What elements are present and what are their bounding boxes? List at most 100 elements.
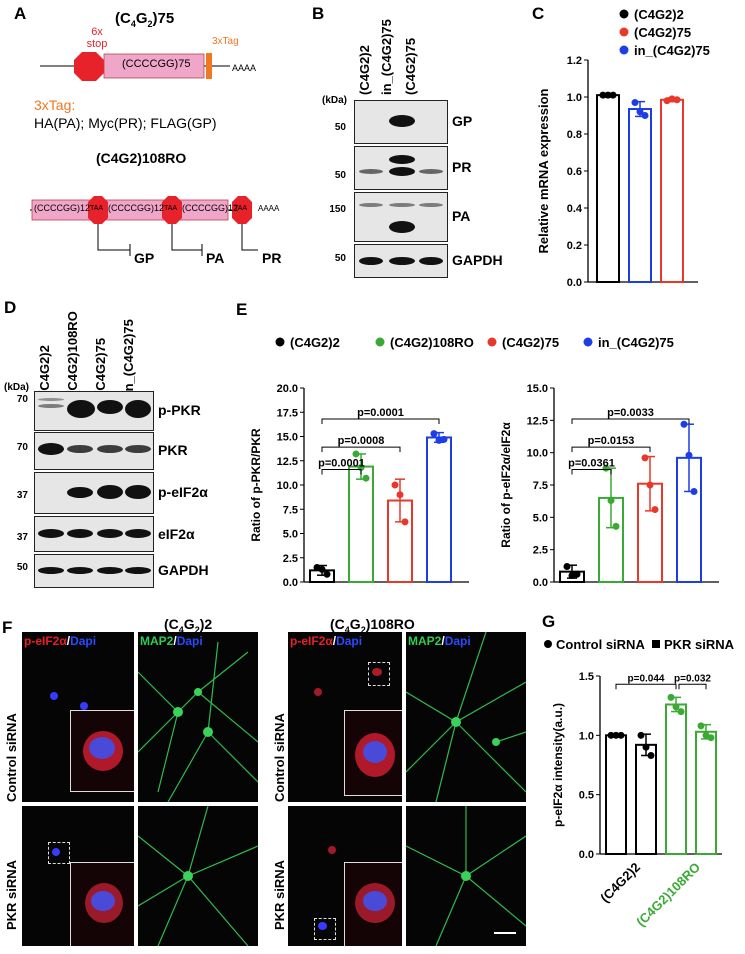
bar — [605, 734, 627, 855]
data-point — [641, 454, 649, 462]
bar — [596, 94, 620, 284]
protein-label: PKR — [158, 442, 188, 458]
data-point — [642, 743, 650, 751]
protein-label: p-eIF2α — [158, 484, 208, 500]
y-axis-label: p-eIF2α intensity(a.u.) — [551, 703, 565, 827]
data-point — [396, 491, 404, 499]
y-tick-label: 5.0 — [283, 529, 298, 541]
protein-label: PR — [452, 159, 472, 175]
legend-label: (C4G2)75 — [634, 25, 691, 40]
p-value-label: p=0.0153 — [588, 435, 635, 447]
y-axis-label: Ratio of p-eIF2α/eIF2α — [499, 422, 513, 548]
y-tick-label: 7.5 — [533, 480, 548, 492]
data-point — [667, 693, 675, 701]
p-value-label: p=0.044 — [628, 673, 665, 684]
data-point — [563, 562, 571, 570]
blot-gapdh-d — [34, 554, 154, 588]
legend-label: (C4G2)75 — [502, 335, 559, 350]
data-point — [391, 481, 399, 489]
significance-bracket — [571, 468, 612, 475]
y-tick-label: 1.2 — [567, 55, 582, 67]
mw-marker: 50 — [16, 562, 28, 573]
x-tick-label: (C4G2)2 — [597, 860, 643, 906]
p-value-label: p=0.0033 — [607, 407, 654, 419]
mw-marker: 50 — [334, 253, 346, 264]
mw-marker: 50 — [334, 170, 346, 181]
p-value-label: p=0.0001 — [318, 457, 365, 469]
legend-label: (C4G2)108RO — [390, 335, 474, 350]
panel-label-f: F — [2, 618, 13, 637]
product-pa: PA — [206, 250, 225, 266]
stop-label: 6x stop — [86, 26, 108, 50]
micrograph-red — [22, 632, 134, 802]
blot-peif2a — [34, 472, 154, 514]
micrograph-green — [406, 632, 526, 802]
legend-marker — [652, 640, 660, 648]
y-tick-label: 0.0 — [579, 849, 594, 861]
data-point — [401, 518, 409, 526]
row-label-control: Control siRNA — [4, 713, 19, 802]
y-axis-label: Ratio of p-PKR/PKR — [249, 428, 263, 542]
data-point — [646, 481, 654, 489]
row-label-pkr-2: PKR siRNA — [272, 859, 287, 930]
construct1-title: (C4G2)75 — [115, 10, 175, 29]
mw-marker: 37 — [16, 490, 28, 501]
repeat12-label-3: (CCCCGG)12 — [182, 203, 239, 213]
y-tick-label: 12.5 — [277, 456, 298, 468]
protein-label: GAPDH — [452, 252, 503, 268]
blot-gp — [354, 100, 448, 144]
legend-label: in_(C4G2)75 — [634, 43, 710, 58]
micrograph-green — [138, 632, 258, 802]
panel-label-g: G — [542, 612, 556, 631]
scale-bar — [494, 932, 516, 934]
data-point — [641, 112, 649, 119]
y-tick-label: 1.5 — [579, 671, 594, 683]
protein-label: p-PKR — [158, 402, 201, 418]
micrograph-green — [406, 806, 526, 946]
y-tick-label: 2.5 — [283, 553, 298, 565]
tag-description: HA(PA); Myc(PR); FLAG(GP) — [34, 115, 217, 131]
data-point — [677, 708, 685, 716]
data-point — [636, 108, 644, 116]
data-point — [323, 570, 331, 578]
data-point — [673, 96, 681, 104]
construct2-title: (C4G2)108RO — [96, 150, 187, 166]
data-point — [607, 497, 615, 505]
panel-a-schematic — [30, 52, 240, 256]
mw-marker: 70 — [16, 394, 28, 405]
legend-label: Control siRNA — [556, 637, 645, 652]
polya-label: AAAA — [232, 63, 257, 73]
data-point — [697, 722, 705, 730]
legend-label: (C4G2)2 — [634, 7, 684, 22]
row-label-pkr: PKR siRNA — [4, 859, 19, 930]
row-label-control-2: Control siRNA — [272, 713, 287, 802]
taa-1: TAA — [90, 205, 104, 212]
significance-bracket — [321, 418, 440, 425]
y-tick-label: 0.2 — [567, 240, 582, 252]
data-point — [651, 506, 659, 514]
blot-pkr — [34, 432, 154, 470]
data-point — [612, 731, 620, 739]
stain-label: MAP2/Dapi — [140, 634, 203, 648]
tag-label: 3xTag — [212, 36, 239, 47]
data-point — [690, 487, 698, 495]
legend-marker — [487, 337, 497, 347]
y-tick-label: 0.0 — [283, 577, 298, 589]
blot-ppkr — [34, 391, 154, 431]
p-value-label: p=0.0001 — [357, 407, 404, 419]
y-tick-label: 2.5 — [533, 545, 548, 557]
data-point — [430, 430, 438, 438]
lane-label: (C4G2)75 — [93, 337, 108, 395]
lane-label: in_(C4G2)75 — [121, 319, 136, 395]
bar — [665, 703, 687, 856]
taa-2: TAA — [164, 205, 178, 212]
significance-bracket — [571, 418, 690, 425]
data-point — [680, 420, 688, 428]
blot-pa — [354, 192, 448, 242]
micrograph-red — [22, 806, 134, 946]
bar — [348, 465, 374, 584]
y-tick-label: 10.0 — [527, 448, 548, 460]
repeat12-label-2: (CCCCGG)12 — [108, 203, 165, 213]
y-tick-label: 0.0 — [567, 277, 582, 289]
repeat12-label-1: (CCCCGG)12 — [34, 203, 91, 213]
